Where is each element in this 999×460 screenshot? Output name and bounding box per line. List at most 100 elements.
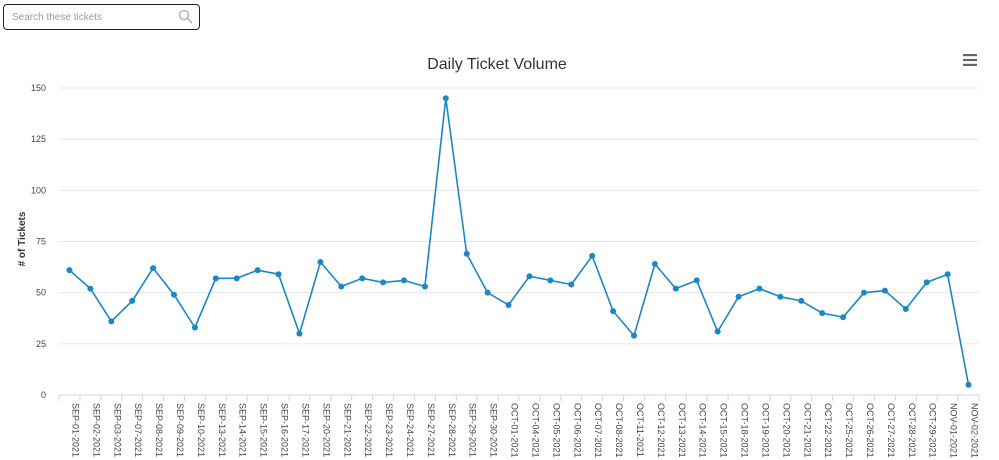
x-tick-label: SEP-08-2021 xyxy=(154,403,164,457)
x-tick-label: NOV-01-2021 xyxy=(949,403,959,458)
data-point xyxy=(944,271,951,278)
x-tick-label: SEP-09-2021 xyxy=(175,403,185,457)
hamburger-menu-icon[interactable] xyxy=(962,53,978,67)
y-tick-label: 125 xyxy=(31,134,46,144)
data-point xyxy=(463,250,470,257)
data-point xyxy=(861,289,867,296)
data-point xyxy=(651,261,658,268)
data-point xyxy=(714,328,721,335)
y-axis-label: # of Tickets xyxy=(17,211,28,266)
x-tick-label: SEP-30-2021 xyxy=(489,403,499,457)
search-icon[interactable] xyxy=(178,9,193,24)
data-point xyxy=(254,267,261,274)
x-tick-label: OCT-29-2021 xyxy=(928,403,938,458)
data-point xyxy=(108,318,115,325)
x-tick-label: SEP-20-2021 xyxy=(321,403,331,457)
x-tick-label: SEP-22-2021 xyxy=(363,403,373,457)
x-tick-label: OCT-21-2021 xyxy=(802,403,812,458)
search-input[interactable] xyxy=(12,9,172,25)
data-point xyxy=(401,277,407,284)
data-point xyxy=(547,277,554,284)
chart-title: Daily Ticket Volume xyxy=(427,56,567,73)
data-point xyxy=(756,285,763,292)
x-tick-label: OCT-07-2021 xyxy=(593,403,603,458)
data-point xyxy=(171,291,177,298)
data-point xyxy=(338,283,345,290)
data-point xyxy=(66,267,73,274)
data-point xyxy=(965,381,972,388)
data-point xyxy=(129,297,136,304)
x-tick-label: SEP-14-2021 xyxy=(238,403,248,457)
y-tick-label: 150 xyxy=(31,83,46,93)
x-tick-label: OCT-20-2021 xyxy=(781,403,791,458)
x-tick-label: OCT-13-2021 xyxy=(677,403,687,458)
x-tick-label: OCT-04-2021 xyxy=(530,403,540,458)
data-point xyxy=(840,314,847,321)
x-tick-label: OCT-18-2021 xyxy=(740,403,750,458)
x-tick-label: SEP-16-2021 xyxy=(280,403,290,457)
x-tick-label: OCT-26-2021 xyxy=(865,403,875,458)
data-point xyxy=(526,273,533,280)
x-axis-ticks: SEP-01-2021 SEP-02-2021 SEP-03-2021 SEP-07-… xyxy=(58,395,980,458)
x-tick-label: SEP-03-2021 xyxy=(112,403,122,457)
data-point xyxy=(735,293,742,300)
x-tick-label: OCT-27-2021 xyxy=(886,403,896,458)
y-tick-label: 0 xyxy=(41,390,46,400)
x-tick-label: SEP-23-2021 xyxy=(384,403,394,457)
x-tick-label: OCT-11-2021 xyxy=(635,403,645,457)
x-tick-label: SEP-29-2021 xyxy=(468,403,478,457)
data-point xyxy=(380,279,387,286)
series-line-path xyxy=(68,97,970,385)
grid-lines xyxy=(59,87,979,396)
x-tick-label: SEP-27-2021 xyxy=(426,403,436,457)
x-tick-label: SEP-28-2021 xyxy=(447,403,457,457)
x-tick-label: OCT-25-2021 xyxy=(844,403,854,458)
data-point xyxy=(275,271,282,278)
data-point xyxy=(798,297,805,304)
x-tick-label: SEP-17-2021 xyxy=(300,403,310,457)
y-tick-label: 75 xyxy=(36,237,46,247)
data-point xyxy=(442,95,449,102)
data-point xyxy=(881,287,888,294)
data-point xyxy=(150,265,157,272)
data-point xyxy=(902,306,909,313)
data-point xyxy=(296,330,303,337)
x-tick-label: SEP-07-2021 xyxy=(133,403,143,457)
x-tick-label: OCT-08-2021 xyxy=(614,403,624,458)
data-point xyxy=(819,310,826,317)
data-point xyxy=(777,293,784,300)
x-tick-label: OCT-05-2021 xyxy=(551,403,561,458)
x-tick-label: SEP-21-2021 xyxy=(342,403,352,457)
x-tick-label: OCT-14-2021 xyxy=(698,403,708,458)
data-point xyxy=(87,285,94,292)
x-tick-label: SEP-01-2021 xyxy=(70,403,80,457)
x-tick-label: OCT-19-2021 xyxy=(760,403,770,458)
x-tick-label: SEP-02-2021 xyxy=(91,403,101,457)
data-point xyxy=(923,279,930,286)
y-tick-label: 100 xyxy=(31,185,46,195)
y-tick-label: 50 xyxy=(36,288,46,298)
data-points xyxy=(66,95,972,388)
x-tick-label: NOV-02-2021 xyxy=(970,403,980,458)
x-tick-label: OCT-28-2021 xyxy=(907,403,917,458)
x-tick-label: SEP-15-2021 xyxy=(259,403,269,457)
y-tick-label: 25 xyxy=(36,339,46,349)
y-axis-ticks: 0 25 50 75 100 125 150 xyxy=(31,83,46,400)
x-tick-label: OCT-15-2021 xyxy=(719,403,729,458)
data-point xyxy=(589,252,596,259)
data-point xyxy=(484,289,491,296)
search-box[interactable] xyxy=(3,4,200,30)
x-tick-label: OCT-12-2021 xyxy=(656,403,666,458)
x-tick-label: OCT-06-2021 xyxy=(572,403,582,458)
x-tick-label: SEP-24-2021 xyxy=(405,403,415,457)
x-tick-label: OCT-22-2021 xyxy=(823,403,833,458)
x-tick-label: OCT-01-2021 xyxy=(510,403,520,458)
data-point xyxy=(631,332,637,339)
data-point xyxy=(568,281,575,288)
data-point xyxy=(233,275,240,282)
x-tick-label: SEP-13-2021 xyxy=(217,403,227,457)
data-point xyxy=(317,258,324,265)
data-point xyxy=(421,283,428,290)
data-point xyxy=(672,285,679,292)
